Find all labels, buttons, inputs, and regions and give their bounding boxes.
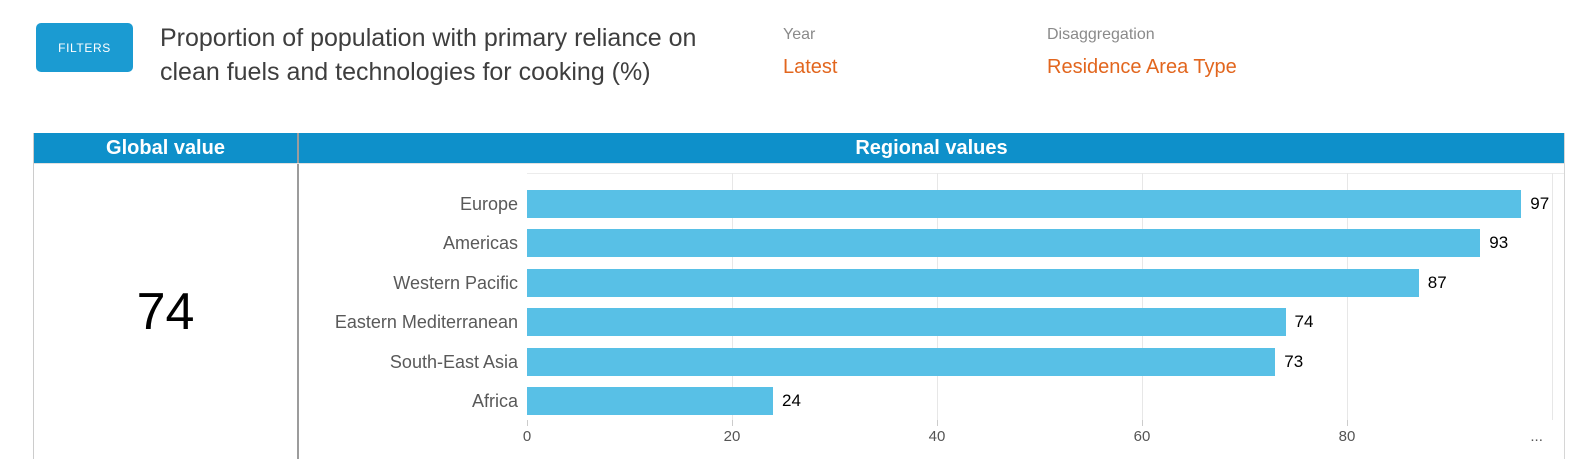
disaggregation-filter: Disaggregation Residence Area Type bbox=[1047, 26, 1237, 79]
year-filter: Year Latest bbox=[783, 26, 837, 79]
page-title-line2: clean fuels and technologies for cooking… bbox=[160, 58, 651, 86]
bar-south-east-asia[interactable] bbox=[527, 347, 1276, 376]
panel-divider bbox=[297, 133, 299, 163]
x-tick-mark-0 bbox=[527, 420, 528, 426]
bar-europe[interactable] bbox=[527, 190, 1522, 218]
bar-africa[interactable] bbox=[527, 387, 773, 415]
regional-values-header: Regional values bbox=[299, 133, 1564, 163]
category-label-americas: Americas bbox=[442, 233, 518, 254]
bar-western-pacific[interactable] bbox=[527, 268, 1419, 297]
x-tick-label-0: 0 bbox=[522, 428, 532, 445]
value-label-europe: 97 bbox=[1530, 194, 1550, 213]
x-tick-mark-40 bbox=[937, 420, 938, 426]
value-label-americas: 93 bbox=[1489, 233, 1509, 253]
plot-top-border bbox=[527, 173, 1564, 174]
x-tick-label-40: 40 bbox=[928, 428, 946, 445]
x-tick-label-dotdotdot: ... bbox=[1530, 428, 1543, 445]
x-tick-label-60: 60 bbox=[1133, 428, 1151, 445]
year-value-link[interactable]: Latest bbox=[783, 56, 838, 78]
disaggregation-value-link[interactable]: Residence Area Type bbox=[1047, 56, 1237, 78]
category-label-africa: Africa bbox=[471, 391, 518, 411]
regional-bar-chart: Europe 97 Americas 93 Western Pacific 87 Easte… bbox=[299, 164, 1564, 459]
x-tick-label-80: 80 bbox=[1338, 428, 1356, 445]
value-label-western-pacific: 87 bbox=[1427, 272, 1447, 292]
panel-header: Global value Regional values bbox=[34, 133, 1564, 163]
global-value: 74 bbox=[136, 282, 195, 341]
page-title: Proportion of population with primary re… bbox=[160, 21, 696, 89]
category-label-south-east-asia: South-East Asia bbox=[389, 351, 518, 372]
category-label-europe: Europe bbox=[459, 194, 518, 214]
page-title-line1: Proportion of population with primary re… bbox=[160, 24, 697, 52]
gridline-100 bbox=[1552, 173, 1553, 420]
x-tick-mark-80 bbox=[1347, 420, 1348, 426]
x-tick-mark-60 bbox=[1142, 420, 1143, 426]
data-panel: Global value Regional values 74 Europe 97… bbox=[33, 133, 1565, 459]
filters-button[interactable]: FILTERS bbox=[36, 23, 133, 72]
value-label-south-east-asia: 73 bbox=[1284, 351, 1304, 371]
category-label-eastern-mediterranean: Eastern Mediterranean bbox=[334, 312, 518, 333]
panel-body: 74 Europe 97 Americas 93 Western Pacific 87 Ea… bbox=[34, 163, 1564, 459]
bar-americas[interactable] bbox=[527, 229, 1481, 258]
value-label-africa: 24 bbox=[782, 391, 801, 410]
x-tick-label-20: 20 bbox=[723, 428, 741, 445]
value-label-eastern-mediterranean: 74 bbox=[1294, 312, 1314, 332]
disaggregation-label: Disaggregation bbox=[1047, 26, 1155, 43]
category-label-western-pacific: Western Pacific bbox=[393, 272, 518, 293]
global-value-header: Global value bbox=[34, 133, 297, 163]
year-label: Year bbox=[783, 26, 816, 43]
panel-divider bbox=[297, 164, 299, 459]
x-tick-mark-20 bbox=[732, 420, 733, 426]
bar-eastern-mediterranean[interactable] bbox=[527, 308, 1286, 337]
